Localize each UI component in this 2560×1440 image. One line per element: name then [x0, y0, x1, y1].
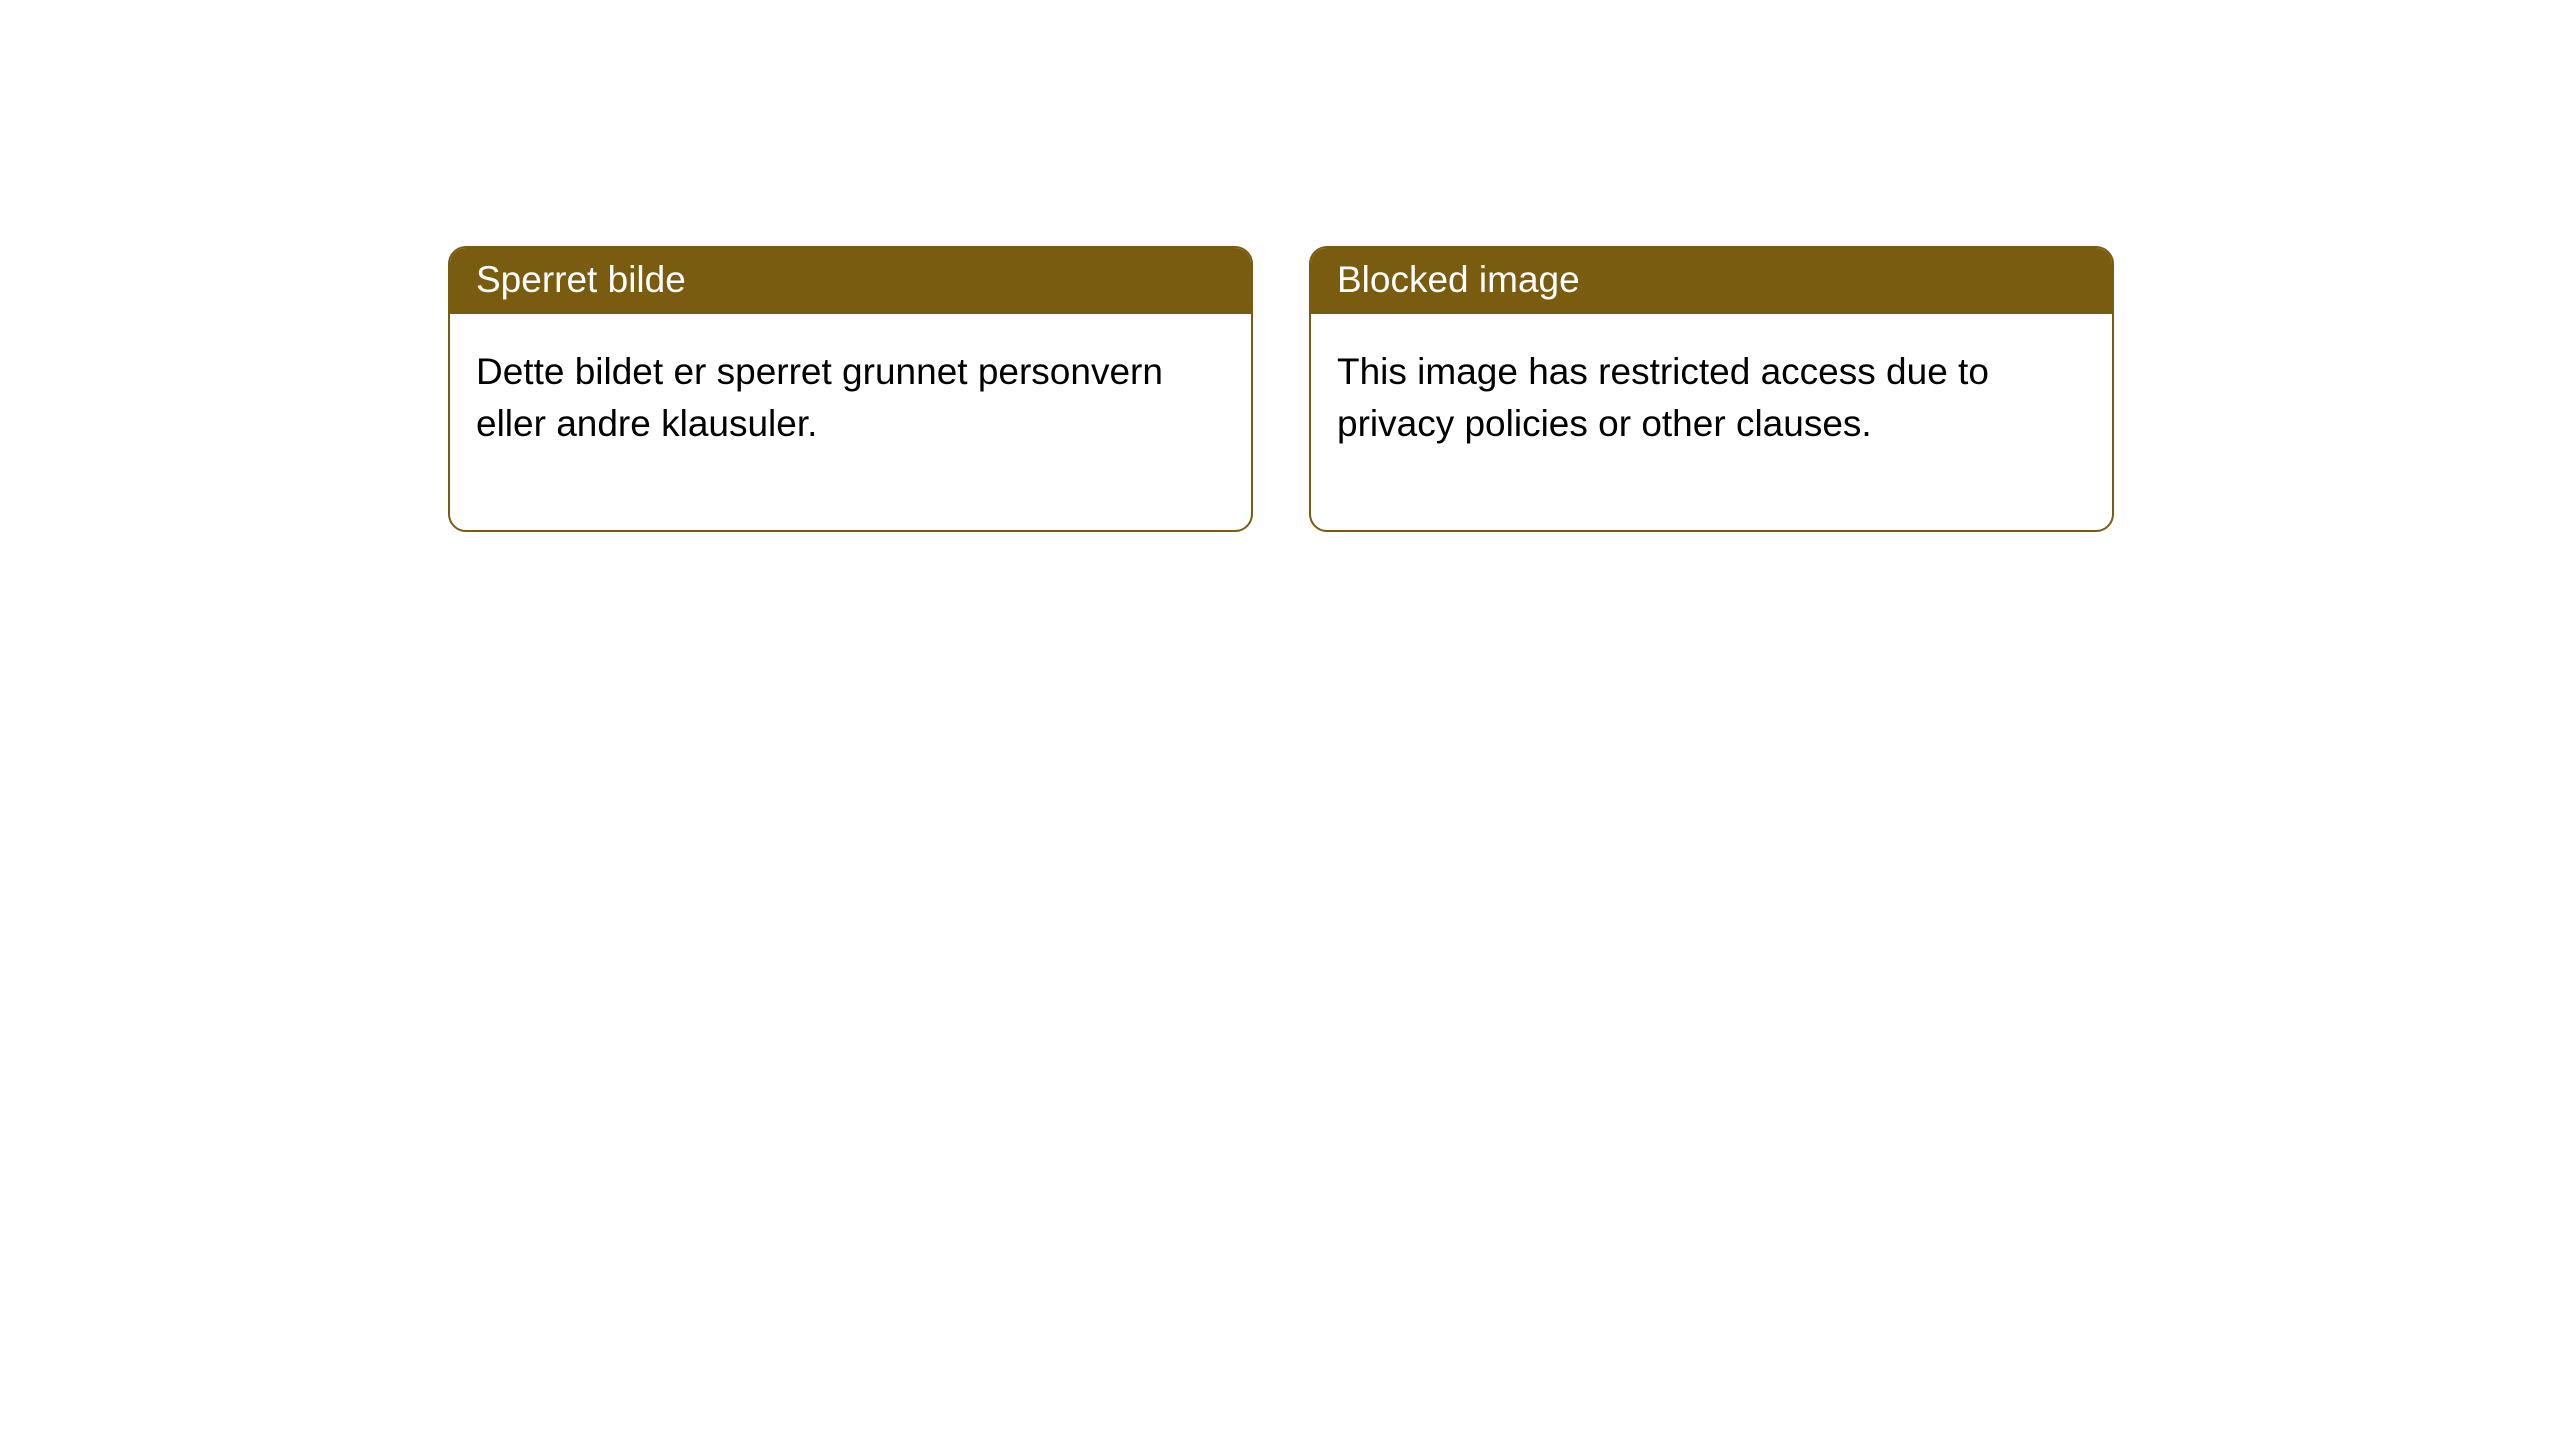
notice-card-norwegian: Sperret bilde Dette bildet er sperret gr…	[448, 246, 1253, 532]
notice-container: Sperret bilde Dette bildet er sperret gr…	[448, 246, 2114, 532]
notice-body: This image has restricted access due to …	[1311, 314, 2112, 530]
notice-card-english: Blocked image This image has restricted …	[1309, 246, 2114, 532]
notice-header: Sperret bilde	[450, 248, 1251, 314]
notice-message: This image has restricted access due to …	[1337, 351, 1989, 444]
notice-title: Sperret bilde	[476, 259, 686, 300]
notice-message: Dette bildet er sperret grunnet personve…	[476, 351, 1163, 444]
notice-body: Dette bildet er sperret grunnet personve…	[450, 314, 1251, 530]
notice-header: Blocked image	[1311, 248, 2112, 314]
notice-title: Blocked image	[1337, 259, 1580, 300]
